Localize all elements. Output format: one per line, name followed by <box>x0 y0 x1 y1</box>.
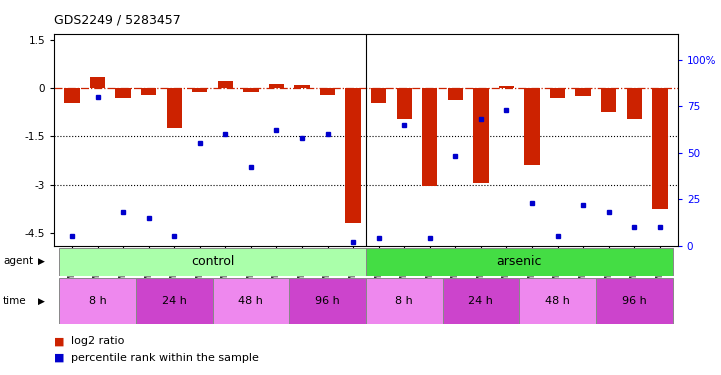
Bar <box>596 278 673 324</box>
Text: 24 h: 24 h <box>162 296 187 306</box>
Text: 48 h: 48 h <box>545 296 570 306</box>
Text: ■: ■ <box>54 353 65 363</box>
Bar <box>136 278 213 324</box>
Text: 24 h: 24 h <box>469 296 493 306</box>
Text: log2 ratio: log2 ratio <box>71 336 124 346</box>
Bar <box>59 248 366 276</box>
Bar <box>519 278 596 324</box>
Bar <box>448 88 463 99</box>
Bar <box>422 88 438 186</box>
Bar <box>64 88 79 103</box>
Text: 96 h: 96 h <box>622 296 647 306</box>
Bar <box>524 88 540 165</box>
Bar <box>550 88 565 98</box>
Text: ■: ■ <box>54 336 65 346</box>
Bar <box>192 88 208 92</box>
Bar <box>141 88 156 95</box>
Bar <box>366 248 673 276</box>
Text: 8 h: 8 h <box>89 296 107 306</box>
Bar <box>320 88 335 95</box>
Bar <box>218 81 233 88</box>
Bar <box>345 88 360 223</box>
Text: control: control <box>191 255 234 268</box>
Bar <box>366 278 443 324</box>
Text: GDS2249 / 5283457: GDS2249 / 5283457 <box>54 13 181 26</box>
Text: ▶: ▶ <box>37 297 45 306</box>
Bar <box>653 88 668 209</box>
Bar <box>243 88 259 92</box>
Bar <box>269 84 284 88</box>
Bar <box>59 278 136 324</box>
Bar <box>371 88 386 103</box>
Text: 96 h: 96 h <box>315 296 340 306</box>
Bar <box>289 278 366 324</box>
Bar <box>397 88 412 119</box>
Bar <box>575 88 590 96</box>
Text: arsenic: arsenic <box>497 255 542 268</box>
Bar <box>499 86 514 88</box>
Bar <box>443 278 519 324</box>
Text: agent: agent <box>3 256 33 266</box>
Bar <box>213 278 289 324</box>
Text: percentile rank within the sample: percentile rank within the sample <box>71 353 259 363</box>
Bar <box>627 88 642 119</box>
Bar <box>167 88 182 129</box>
Bar <box>90 77 105 88</box>
Text: ▶: ▶ <box>37 257 45 266</box>
Bar <box>473 88 489 183</box>
Bar <box>294 85 310 88</box>
Bar <box>601 88 616 112</box>
Bar <box>115 88 131 98</box>
Text: 48 h: 48 h <box>239 296 263 306</box>
Text: 8 h: 8 h <box>395 296 413 306</box>
Text: time: time <box>3 296 27 306</box>
